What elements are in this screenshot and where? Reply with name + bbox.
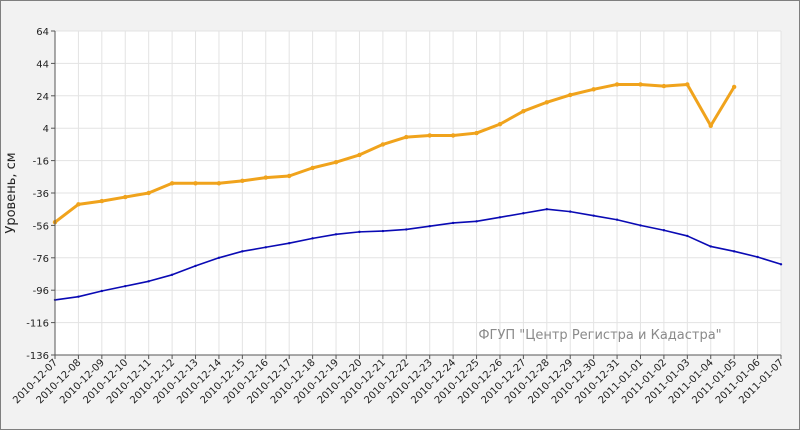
point — [216, 181, 222, 186]
point — [240, 178, 245, 184]
point — [545, 208, 549, 211]
y-tick-label: -76 — [33, 254, 49, 265]
y-tick-label: 44 — [36, 59, 49, 70]
point — [615, 218, 619, 221]
point — [639, 224, 642, 227]
point — [450, 133, 456, 138]
point — [146, 190, 151, 196]
point — [592, 214, 595, 217]
point — [194, 264, 197, 268]
point — [287, 242, 291, 245]
point — [428, 225, 431, 228]
marks — [52, 82, 783, 302]
point — [241, 250, 244, 253]
point — [427, 133, 432, 138]
point — [333, 160, 339, 165]
y-tick-label: 24 — [36, 92, 49, 103]
point — [521, 108, 526, 114]
y-tick-label: -36 — [33, 189, 49, 200]
point — [264, 246, 267, 249]
y-tick-label: 4 — [43, 124, 49, 135]
point — [451, 221, 455, 225]
point — [568, 92, 573, 98]
point — [357, 152, 362, 158]
point — [380, 142, 386, 147]
point — [661, 83, 667, 89]
point — [404, 134, 409, 140]
point — [708, 123, 713, 128]
y-tick-label: -56 — [33, 221, 49, 232]
point — [100, 289, 104, 293]
point — [614, 82, 620, 87]
point — [358, 230, 361, 234]
point — [709, 245, 712, 248]
series-line — [54, 82, 736, 224]
point — [569, 210, 572, 213]
point — [731, 84, 737, 90]
point — [497, 121, 503, 127]
point — [77, 295, 80, 298]
point — [124, 284, 127, 288]
point — [686, 234, 689, 238]
y-tick-label: -16 — [33, 157, 49, 168]
point — [779, 263, 783, 266]
point — [732, 250, 736, 253]
point — [169, 181, 175, 186]
y-tick-label: -116 — [26, 319, 49, 330]
point — [662, 229, 666, 232]
point — [591, 87, 596, 92]
point — [334, 233, 338, 236]
point — [217, 256, 221, 259]
point — [498, 216, 502, 219]
point — [311, 237, 314, 240]
y-tick-label: 64 — [36, 27, 49, 38]
point — [685, 82, 690, 87]
point — [193, 181, 198, 186]
point — [123, 194, 128, 200]
y-tick-label: -96 — [33, 286, 49, 297]
point — [756, 255, 759, 259]
point — [286, 173, 292, 179]
point — [310, 165, 315, 171]
point — [638, 82, 643, 87]
point — [405, 228, 408, 231]
point — [474, 130, 479, 136]
y-axis-label: Уровень, см — [4, 152, 19, 233]
point — [99, 198, 105, 204]
point — [381, 229, 385, 233]
point — [170, 273, 174, 277]
point — [475, 220, 478, 223]
series-line — [54, 208, 782, 301]
point — [147, 280, 150, 283]
y-tick-label: -136 — [26, 351, 49, 362]
point — [76, 202, 81, 207]
point — [522, 212, 525, 215]
point — [544, 100, 550, 105]
point — [263, 175, 268, 180]
watermark: ФГУП "Центр Регистра и Кадастра" — [478, 328, 721, 343]
